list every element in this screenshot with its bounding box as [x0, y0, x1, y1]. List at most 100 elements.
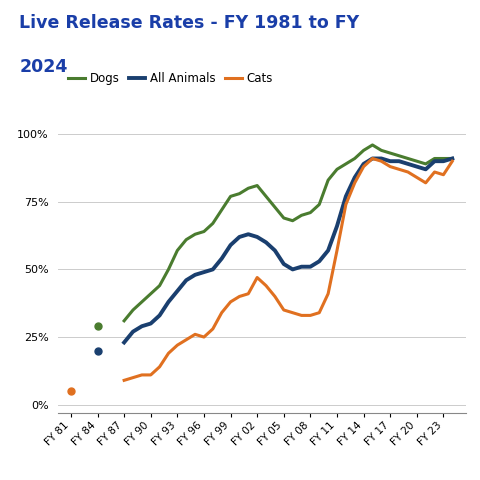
Cats: [308, 312, 313, 318]
Dogs: [245, 185, 251, 191]
Cats: [183, 337, 189, 343]
Cats: [299, 312, 304, 318]
Cats: [263, 283, 269, 288]
Cats: [423, 180, 429, 186]
Cats: [405, 169, 411, 175]
All Animals: [441, 158, 446, 164]
Line: Dogs: Dogs: [124, 145, 452, 321]
Cats: [370, 156, 375, 161]
Dogs: [325, 177, 331, 183]
Legend: Dogs, All Animals, Cats: Dogs, All Animals, Cats: [63, 68, 277, 90]
Text: 2024: 2024: [19, 58, 68, 76]
Cats: [139, 372, 145, 378]
Cats: [272, 294, 278, 300]
All Animals: [156, 312, 162, 318]
Dogs: [139, 299, 145, 305]
Cats: [174, 342, 180, 348]
Cats: [352, 180, 358, 186]
Dogs: [219, 207, 225, 213]
Cats: [387, 164, 393, 169]
Dogs: [405, 156, 411, 161]
Dogs: [121, 318, 127, 324]
Dogs: [174, 248, 180, 253]
Dogs: [263, 193, 269, 199]
All Animals: [352, 175, 358, 180]
Cats: [130, 375, 136, 381]
Cats: [325, 291, 331, 297]
All Animals: [263, 240, 269, 245]
Cats: [156, 364, 162, 370]
Cats: [254, 275, 260, 280]
Dogs: [281, 215, 287, 221]
All Animals: [325, 248, 331, 253]
Dogs: [370, 142, 375, 148]
Dogs: [254, 183, 260, 189]
Cats: [360, 164, 366, 169]
Dogs: [166, 266, 171, 272]
All Animals: [272, 248, 278, 253]
All Animals: [378, 156, 384, 161]
Dogs: [272, 204, 278, 210]
All Animals: [192, 272, 198, 278]
Dogs: [352, 156, 358, 161]
All Animals: [139, 324, 145, 329]
All Animals: [405, 161, 411, 167]
Dogs: [414, 158, 420, 164]
All Animals: [245, 231, 251, 237]
Cats: [148, 372, 154, 378]
All Animals: [121, 339, 127, 345]
Cats: [441, 172, 446, 178]
All Animals: [414, 164, 420, 169]
All Animals: [299, 264, 304, 270]
Cats: [237, 294, 242, 300]
Dogs: [432, 156, 437, 161]
All Animals: [370, 156, 375, 161]
Dogs: [378, 147, 384, 153]
Cats: [219, 310, 225, 315]
Cats: [378, 158, 384, 164]
Dogs: [334, 167, 340, 172]
All Animals: [396, 158, 402, 164]
All Animals: [308, 264, 313, 270]
All Animals: [210, 266, 216, 272]
Dogs: [228, 193, 233, 199]
Cats: [166, 350, 171, 356]
Dogs: [316, 202, 322, 207]
Dogs: [237, 191, 242, 196]
All Animals: [148, 321, 154, 326]
Dogs: [396, 153, 402, 159]
Dogs: [449, 156, 455, 161]
All Animals: [237, 234, 242, 240]
All Animals: [387, 158, 393, 164]
All Animals: [432, 158, 437, 164]
Dogs: [343, 161, 349, 167]
Dogs: [290, 218, 296, 224]
All Animals: [281, 261, 287, 267]
All Animals: [423, 167, 429, 172]
All Animals: [166, 299, 171, 305]
Cats: [414, 175, 420, 180]
Dogs: [148, 291, 154, 297]
All Animals: [334, 223, 340, 229]
Dogs: [299, 213, 304, 218]
Cats: [201, 334, 207, 340]
Dogs: [183, 237, 189, 242]
Dogs: [360, 147, 366, 153]
Cats: [396, 167, 402, 172]
Dogs: [308, 210, 313, 216]
Cats: [290, 310, 296, 315]
All Animals: [254, 234, 260, 240]
Cats: [343, 202, 349, 207]
All Animals: [228, 242, 233, 248]
All Animals: [449, 156, 455, 161]
Line: All Animals: All Animals: [124, 158, 452, 342]
Text: Live Release Rates - FY 1981 to FY: Live Release Rates - FY 1981 to FY: [19, 14, 360, 33]
Cats: [432, 169, 437, 175]
All Animals: [290, 266, 296, 272]
All Animals: [219, 256, 225, 262]
Dogs: [387, 150, 393, 156]
All Animals: [316, 258, 322, 264]
Cats: [228, 299, 233, 305]
Dogs: [201, 228, 207, 234]
All Animals: [183, 277, 189, 283]
